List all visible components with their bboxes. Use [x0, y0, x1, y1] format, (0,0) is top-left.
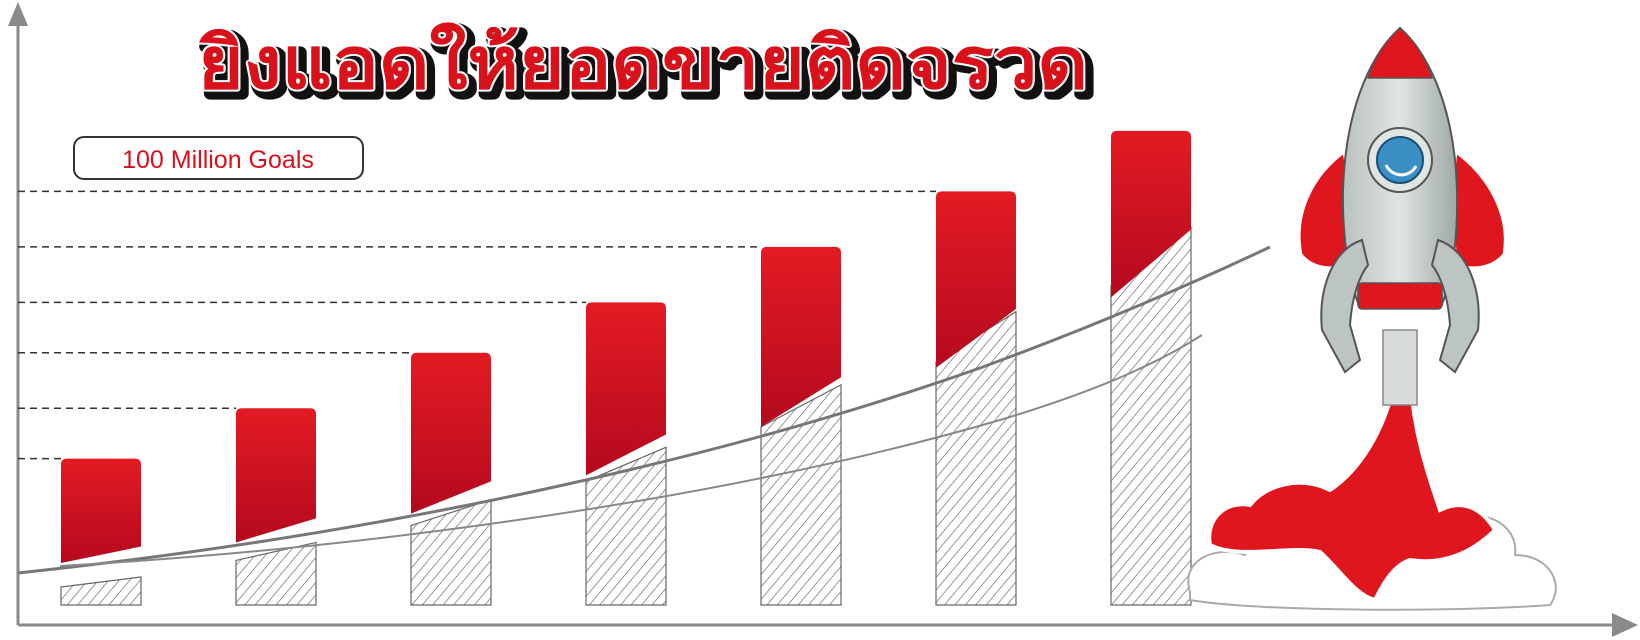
axes [8, 2, 1638, 637]
x-axis-arrow-icon [1612, 613, 1638, 637]
bar [936, 191, 1016, 368]
bar [236, 408, 316, 543]
bar [61, 458, 141, 563]
goal-label: 100 Million Goals [122, 146, 314, 174]
rocket-leg-left [1320, 238, 1370, 374]
bar [761, 246, 841, 427]
dashed-gridlines [18, 190, 936, 460]
trend-curve-lower [59, 334, 1203, 567]
y-axis-arrow-icon [8, 2, 28, 26]
rocket-flame [1207, 378, 1498, 603]
hatched-base-bars [60, 226, 1192, 606]
bar [1111, 130, 1191, 298]
title-group: ยิงแอดให้ยอดขายติดจรวด ยิงแอดให้ยอดขายติ… [196, 19, 1098, 115]
rocket-icon [1187, 26, 1557, 611]
rocket-exhaust [1382, 329, 1418, 406]
hatched-base-bar [760, 383, 842, 606]
hatched-base-bar [585, 446, 667, 606]
rocket-fin-right [1447, 145, 1509, 272]
page-title: ยิงแอดให้ยอดขายติดจรวด [198, 21, 1088, 105]
hatched-base-bar [410, 498, 492, 606]
goal-badge: 100 Million Goals [73, 136, 364, 180]
hatched-base-bar [60, 576, 142, 606]
bars [61, 130, 1191, 563]
bar [411, 352, 491, 514]
bar [586, 302, 666, 476]
rocket-leg-right [1430, 238, 1480, 374]
window-glint [1384, 164, 1418, 177]
trend-curve-upper [17, 245, 1271, 575]
rocket-nose [1366, 27, 1434, 79]
rocket-base-ring [1357, 282, 1443, 310]
title-shadow: ยิงแอดให้ยอดขายติดจรวด [203, 26, 1093, 110]
